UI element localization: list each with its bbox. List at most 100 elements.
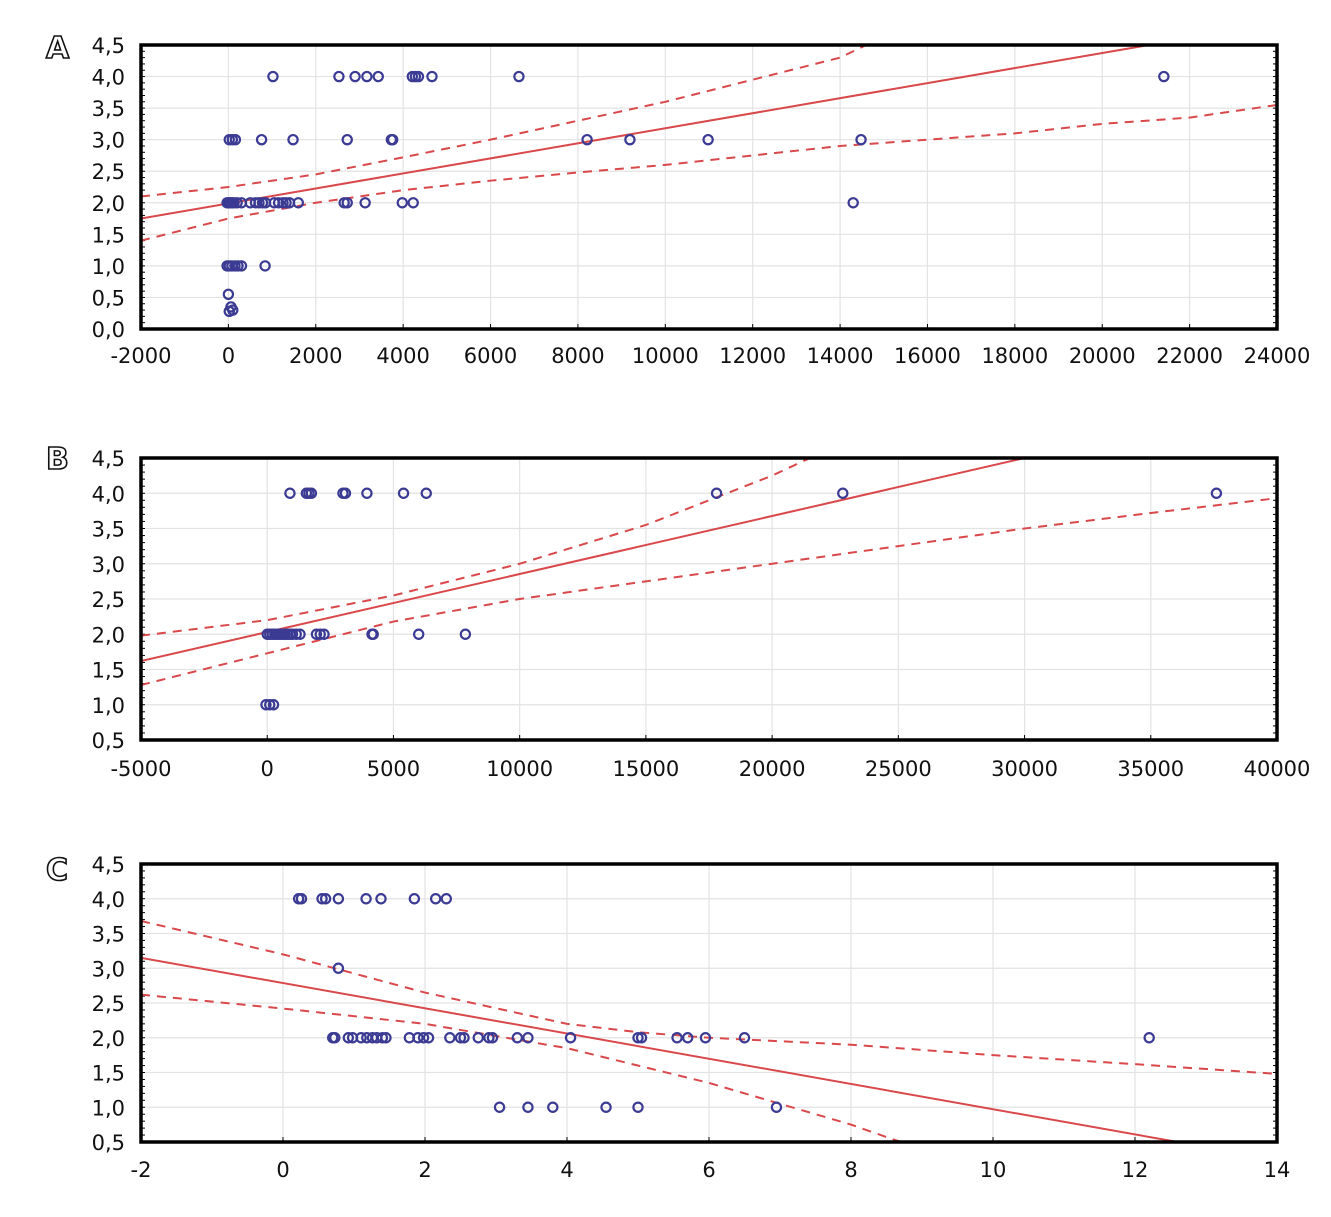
- data-point: [397, 487, 410, 499]
- data-point: [361, 70, 373, 83]
- data-point: [710, 487, 723, 499]
- x-tick-label: 2000: [289, 344, 342, 368]
- data-point: [305, 487, 318, 499]
- data-point: [412, 628, 425, 640]
- x-tick-label: 0: [276, 1158, 289, 1182]
- ci-upper-line: [141, 458, 811, 637]
- x-tick-label: 22000: [1156, 344, 1223, 368]
- y-tick-label: 1,5: [92, 223, 125, 247]
- data-point: [493, 1101, 506, 1113]
- data-point: [295, 893, 308, 905]
- x-tick-label: 8: [844, 1158, 857, 1182]
- plot-area: [141, 893, 1277, 1142]
- data-point: [235, 260, 248, 272]
- data-point: [412, 1032, 424, 1044]
- data-point: [360, 893, 372, 905]
- plot-frame: [139, 862, 1279, 1144]
- data-point: [375, 893, 387, 905]
- data-point: [855, 133, 867, 146]
- x-tick-label: 18000: [981, 344, 1048, 368]
- data-point: [600, 1101, 612, 1113]
- data-point: [1158, 70, 1170, 83]
- data-point: [222, 288, 235, 300]
- data-point: [386, 133, 399, 146]
- gridlines: [140, 44, 1278, 330]
- data-point: [444, 1032, 456, 1044]
- data-point: [407, 197, 419, 209]
- data-point: [329, 1032, 341, 1044]
- x-tick-label: 35000: [1117, 757, 1184, 781]
- x-tick-label: 20000: [1069, 344, 1136, 368]
- data-point: [359, 197, 371, 209]
- data-point: [632, 1032, 644, 1044]
- data-point: [635, 1032, 648, 1044]
- data-point: [332, 962, 345, 974]
- data-point: [420, 487, 432, 499]
- minor-ticks: [140, 44, 1278, 330]
- data-point: [294, 628, 306, 640]
- y-tick-label: 2,5: [92, 588, 125, 612]
- data-point: [272, 197, 285, 209]
- data-point: [349, 70, 361, 83]
- data-point: [522, 1032, 534, 1044]
- data-point: [255, 133, 268, 146]
- ci-lower-line: [141, 993, 902, 1142]
- y-tick-label: 0,5: [92, 1131, 125, 1155]
- data-point: [429, 893, 442, 905]
- data-point: [1143, 1032, 1155, 1044]
- data-point: [738, 1032, 751, 1044]
- y-tick-label: 0,5: [92, 286, 125, 310]
- data-point: [547, 1101, 559, 1113]
- y-tick-label: 0,5: [92, 729, 125, 753]
- y-tick-label: 1,5: [92, 659, 125, 683]
- data-point: [332, 893, 345, 905]
- y-tick-label: 4,5: [92, 447, 125, 471]
- data-point: [267, 70, 279, 83]
- data-point: [231, 197, 243, 209]
- plot-area: [141, 458, 1277, 711]
- regression-line: [141, 45, 1155, 220]
- data-point: [702, 133, 714, 146]
- y-tick-label: 3,0: [92, 553, 125, 577]
- data-point: [412, 70, 425, 83]
- data-point: [671, 1032, 683, 1044]
- x-tick-label: 14000: [807, 344, 874, 368]
- ci-upper-line: [141, 45, 867, 198]
- panel-label: B: [46, 442, 69, 477]
- x-tick-label: 14: [1264, 1158, 1291, 1182]
- data-point: [458, 1032, 470, 1044]
- data-point: [267, 699, 280, 711]
- data-point: [847, 197, 859, 209]
- data-point: [624, 133, 636, 146]
- x-tick-label: 15000: [612, 757, 679, 781]
- data-point: [454, 1032, 467, 1044]
- regression-line: [141, 956, 1178, 1142]
- y-tick-label: 4,0: [92, 482, 125, 506]
- y-tick-label: 3,5: [92, 518, 125, 542]
- y-tick-label: 3,0: [92, 957, 125, 981]
- x-tick-label: 4: [560, 1158, 573, 1182]
- y-tick-label: 1,0: [92, 1096, 125, 1120]
- data-point: [422, 1032, 435, 1044]
- data-point: [319, 893, 332, 905]
- x-tick-label: 30000: [991, 757, 1058, 781]
- data-point: [837, 487, 849, 499]
- x-tick-label: 10000: [632, 344, 699, 368]
- x-tick-label: 20000: [739, 757, 806, 781]
- x-tick-label: 8000: [551, 344, 604, 368]
- regression-line: [141, 458, 1025, 663]
- x-tick-label: -5000: [110, 757, 171, 781]
- y-tick-label: 4,0: [92, 66, 125, 90]
- gridlines: [140, 457, 1278, 741]
- data-point: [632, 1101, 644, 1113]
- data-point: [229, 133, 242, 146]
- data-point: [232, 260, 244, 272]
- data-point: [483, 1032, 495, 1044]
- data-point: [459, 628, 472, 640]
- data-point: [472, 1032, 484, 1044]
- data-point: [682, 1032, 694, 1044]
- x-tick-label: 16000: [894, 344, 961, 368]
- data-point: [581, 133, 593, 146]
- panel-A: 0,0 0,5 1,0 1,5 2,0 2,5 3,0 3,5 4,0 4,5 -2000 0 2000…: [45, 30, 1310, 368]
- data-point: [223, 305, 235, 318]
